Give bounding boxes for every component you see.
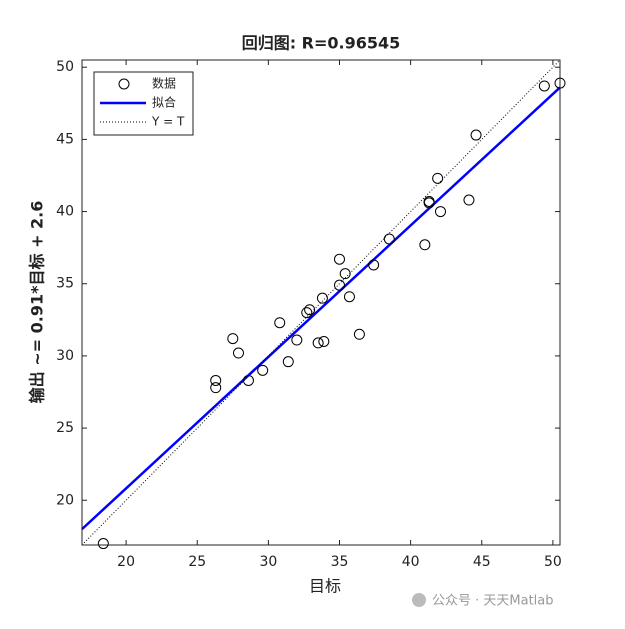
x-tick-label: 30 (259, 554, 277, 570)
data-point (210, 374, 222, 386)
legend-marker (118, 78, 130, 90)
data-point (232, 347, 244, 359)
data-point (339, 268, 351, 280)
legend-label: 数据 (152, 76, 176, 91)
data-point (210, 382, 222, 394)
data-point (242, 374, 254, 386)
data-point (419, 239, 431, 251)
data-point (368, 259, 380, 271)
axes-box (81, 59, 561, 546)
data-point (463, 194, 475, 206)
fit-line (81, 86, 561, 531)
x-tick-label: 45 (473, 554, 491, 570)
data-point (316, 292, 328, 304)
data-point (282, 356, 294, 368)
data-point (318, 335, 330, 347)
legend-label: Y = T (151, 115, 185, 129)
watermark-icon (412, 593, 426, 607)
watermark-text: 公众号 · 天天Matlab (432, 594, 554, 609)
watermark: 公众号 · 天天Matlab (412, 593, 554, 609)
data-point (343, 291, 355, 303)
data-point (301, 307, 313, 319)
y-axis-label: 输出 ~= 0.91*目标 + 2.6 (28, 201, 47, 404)
y-tick-label: 40 (56, 204, 74, 220)
data-point (435, 206, 446, 218)
y-tick-label: 25 (56, 420, 74, 436)
data-point (274, 317, 286, 329)
y-tick-label: 45 (56, 131, 74, 147)
data-point (312, 337, 324, 349)
y-tick-label: 30 (56, 348, 74, 364)
y-tick-label: 20 (56, 492, 74, 508)
data-point (333, 253, 345, 265)
data-point (333, 279, 345, 291)
data-point (383, 233, 395, 245)
data-point (470, 129, 482, 141)
data-point (257, 364, 269, 376)
x-axis-label: 目标 (309, 577, 341, 596)
data-point (304, 304, 316, 316)
x-tick-label: 35 (331, 554, 349, 570)
data-point (97, 538, 109, 550)
data-point (432, 172, 444, 184)
x-tick-label: 40 (402, 554, 420, 570)
x-tick-label: 20 (117, 554, 135, 570)
x-tick-label: 50 (544, 554, 562, 570)
y-tick-label: 50 (56, 59, 74, 75)
x-tick-label: 25 (188, 554, 206, 570)
chart-title: 回归图: R=0.96545 (242, 34, 401, 53)
identity-line (81, 59, 561, 546)
legend-label: 拟合 (152, 95, 176, 110)
data-point (353, 328, 365, 340)
data-point (538, 80, 550, 92)
data-point (227, 333, 239, 345)
data-point (423, 197, 435, 209)
data-point (291, 334, 303, 346)
y-tick-label: 35 (56, 276, 74, 292)
